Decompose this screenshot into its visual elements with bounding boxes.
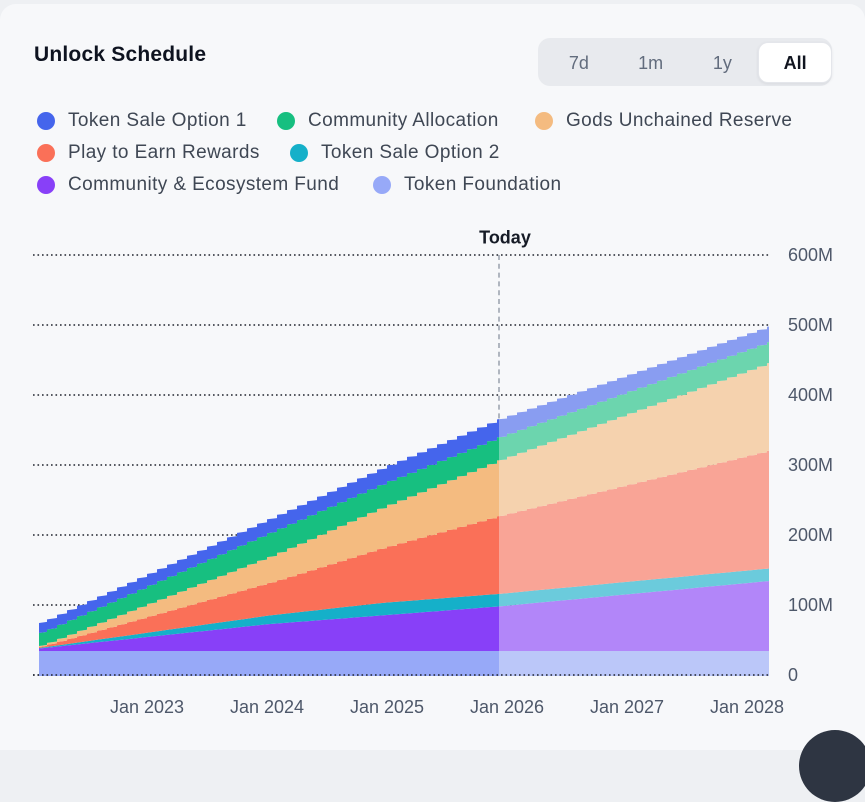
svg-text:Jan 2027: Jan 2027 — [590, 697, 664, 717]
svg-text:500M: 500M — [788, 315, 833, 335]
svg-text:Jan 2026: Jan 2026 — [470, 697, 544, 717]
svg-text:600M: 600M — [788, 245, 833, 265]
svg-text:400M: 400M — [788, 385, 833, 405]
svg-text:200M: 200M — [788, 525, 833, 545]
svg-text:Jan 2025: Jan 2025 — [350, 697, 424, 717]
svg-text:Jan 2028: Jan 2028 — [710, 697, 784, 717]
svg-text:0: 0 — [788, 665, 798, 685]
svg-text:300M: 300M — [788, 455, 833, 475]
svg-text:Jan 2023: Jan 2023 — [110, 697, 184, 717]
svg-text:Jan 2024: Jan 2024 — [230, 697, 304, 717]
svg-text:100M: 100M — [788, 595, 833, 615]
svg-text:Today: Today — [479, 228, 531, 248]
